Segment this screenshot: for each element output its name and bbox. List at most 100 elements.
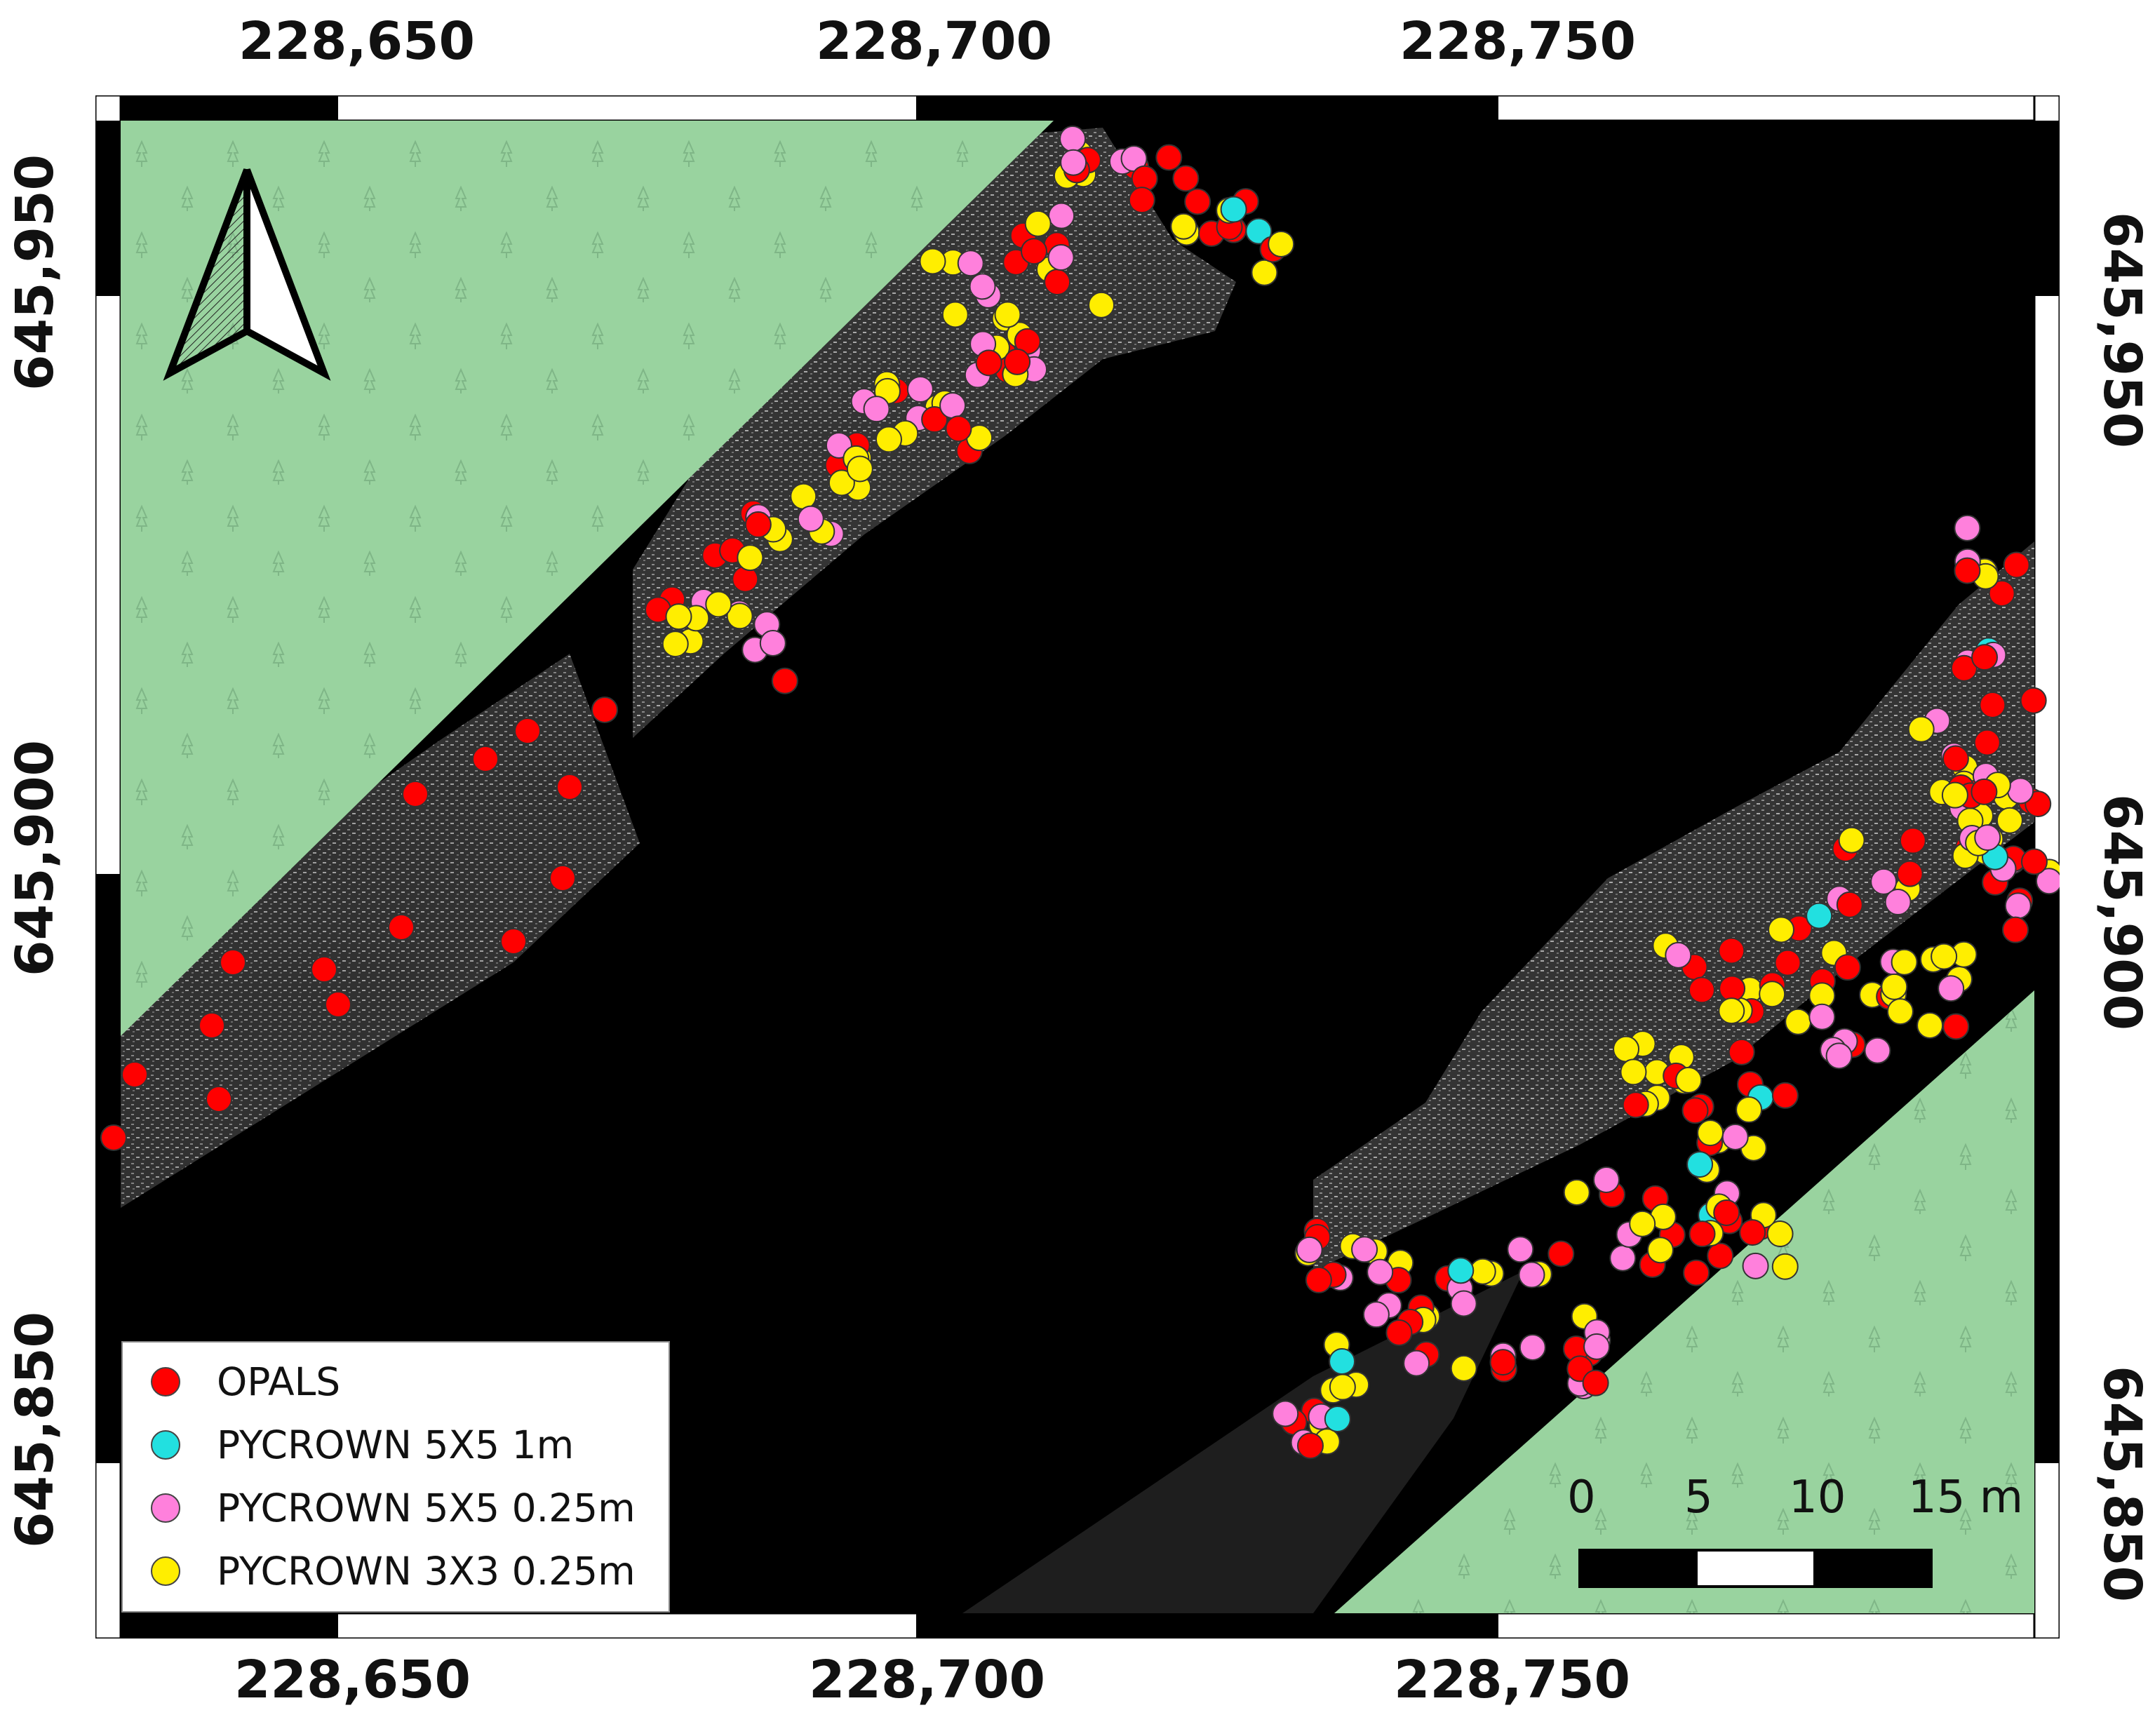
tree-point-opals	[199, 1012, 225, 1039]
legend-swatch	[151, 1493, 180, 1523]
tree-point-pycrown-5x5-025m	[863, 396, 890, 423]
y-coord-left-3: 645,850	[5, 1311, 65, 1548]
tree-point-pycrown-5x5-025m	[2035, 868, 2060, 895]
tree-point-pycrown-3x3-025m	[1251, 259, 1278, 286]
tree-point-pycrown-3x3-025m	[1785, 1008, 1812, 1035]
tree-point-opals	[1128, 187, 1155, 214]
tree-point-pycrown-5x5-025m	[1272, 1400, 1299, 1427]
legend-label: PYCROWN 5X5 0.25m	[217, 1486, 636, 1530]
tree-point-pycrown-5x5-025m	[1367, 1258, 1394, 1286]
tree-point-pycrown-3x3-025m	[846, 455, 873, 483]
tree-point-pycrown-3x3-025m	[1886, 998, 1914, 1025]
tree-point-pycrown-5x5-025m	[1048, 202, 1075, 229]
tree-point-pycrown-3x3-025m	[1766, 1220, 1794, 1248]
tree-point-opals	[1689, 1220, 1716, 1248]
tree-point-pycrown-5x5-025m	[1060, 149, 1087, 176]
scale-seg-3	[1813, 1552, 1931, 1585]
tree-point-opals	[2020, 687, 2047, 714]
scale-label-10: 10	[1789, 1472, 1846, 1523]
tree-point-opals	[325, 991, 351, 1018]
tree-point-pycrown-5x5-025m	[1592, 1166, 1620, 1193]
tree-point-pycrown-5x5-1m	[1447, 1257, 1475, 1284]
tree-point-opals	[388, 914, 415, 941]
tree-point-opals	[1971, 778, 1998, 805]
tree-point-pycrown-3x3-025m	[1891, 948, 1918, 976]
tree-point-pycrown-3x3-025m	[1268, 230, 1295, 257]
tree-points	[100, 125, 2060, 1460]
tree-point-pycrown-5x5-025m	[2004, 892, 2032, 920]
tree-point-opals	[1719, 975, 1746, 1002]
tree-point-pycrown-3x3-025m	[1697, 1119, 1724, 1147]
y-coord-left-1: 645,950	[5, 154, 65, 391]
tree-point-opals	[2003, 551, 2030, 579]
tree-point-pycrown-5x5-025m	[797, 505, 824, 532]
canopy-band-right	[1313, 541, 2034, 1271]
tree-point-opals	[1834, 954, 1861, 981]
tree-point-opals	[1305, 1266, 1332, 1293]
tree-point-opals	[1718, 937, 1745, 964]
tree-point-pycrown-5x5-025m	[906, 376, 934, 403]
tree-point-pycrown-5x5-025m	[1450, 1290, 1477, 1317]
tree-point-pycrown-3x3-025m	[1768, 916, 1795, 943]
scale-bar-segments	[1578, 1549, 1933, 1588]
tree-point-opals	[975, 349, 1002, 377]
tree-point-opals	[1739, 1219, 1766, 1246]
tree-point-opals	[1683, 1259, 1710, 1286]
tree-point-pycrown-5x5-1m	[1245, 217, 1273, 245]
tree-point-pycrown-5x5-1m	[1329, 1348, 1356, 1375]
tree-point-opals	[121, 1061, 148, 1088]
y-coord-left-2: 645,900	[5, 739, 65, 976]
tree-point-pycrown-3x3-025m	[875, 426, 902, 453]
tree-point-pycrown-5x5-025m	[1825, 1042, 1853, 1070]
tree-point-pycrown-5x5-025m	[1974, 824, 2001, 852]
tree-point-pycrown-3x3-025m	[941, 301, 969, 328]
tree-point-opals	[1296, 1432, 1324, 1460]
tree-point-pycrown-3x3-025m	[1646, 1237, 1674, 1264]
tree-point-pycrown-3x3-025m	[1170, 213, 1197, 240]
legend: OPALS PYCROWN 5X5 1m PYCROWN 5X5 0.25m P…	[121, 1341, 670, 1613]
tree-point-opals	[1836, 891, 1863, 918]
canopy-band-faint	[962, 1271, 1524, 1613]
north-arrow-icon	[163, 168, 331, 381]
tree-point-opals	[1988, 580, 2015, 607]
tree-point-pycrown-5x5-025m	[957, 250, 984, 277]
tree-point-opals	[1979, 691, 2006, 718]
legend-label: PYCROWN 5X5 1m	[217, 1422, 575, 1467]
tree-point-pycrown-5x5-025m	[1870, 868, 1898, 895]
legend-item-pycrown-3x3-025m: PYCROWN 3X3 0.25m	[151, 1543, 636, 1599]
x-coord-bottom-3: 228,750	[1394, 1650, 1631, 1710]
legend-item-pycrown-5x5-025m: PYCROWN 5X5 0.25m	[151, 1480, 636, 1536]
tree-point-pycrown-5x5-025m	[1938, 975, 1965, 1002]
tree-point-pycrown-3x3-025m	[1329, 1373, 1356, 1401]
tree-point-pycrown-5x5-1m	[1806, 902, 1833, 929]
tree-point-pycrown-3x3-025m	[1718, 997, 1745, 1025]
tree-point-pycrown-3x3-025m	[737, 544, 764, 572]
tree-point-pycrown-3x3-025m	[994, 301, 1021, 328]
tree-point-pycrown-3x3-025m	[828, 469, 855, 497]
scale-label-15m: 15 m	[1908, 1472, 2024, 1523]
tree-point-pycrown-3x3-025m	[662, 631, 689, 658]
legend-item-pycrown-5x5-1m: PYCROWN 5X5 1m	[151, 1417, 574, 1473]
scale-label-0: 0	[1567, 1472, 1596, 1523]
tree-point-opals	[945, 415, 972, 443]
tree-point-opals	[1713, 1199, 1740, 1226]
tree-point-opals	[1899, 827, 1926, 854]
x-coord-bottom-1: 228,650	[234, 1650, 471, 1710]
tree-point-opals	[1774, 949, 1801, 976]
tree-point-pycrown-3x3-025m	[1838, 826, 1865, 854]
tree-point-opals	[514, 718, 541, 744]
tree-point-pycrown-3x3-025m	[1907, 715, 1935, 743]
legend-swatch	[151, 1430, 180, 1460]
tree-point-pycrown-3x3-025m	[1759, 981, 1786, 1008]
tree-point-pycrown-3x3-025m	[919, 248, 946, 275]
tree-point-pycrown-5x5-025m	[1296, 1236, 1323, 1263]
tree-point-pycrown-5x5-025m	[1519, 1333, 1546, 1361]
tree-point-pycrown-5x5-025m	[759, 630, 786, 657]
scale-seg-2	[1697, 1552, 1814, 1585]
tree-point-opals	[591, 697, 618, 723]
tree-point-opals	[1896, 860, 1924, 887]
tree-point-pycrown-5x5-1m	[1686, 1151, 1714, 1178]
tree-point-opals	[1044, 269, 1071, 296]
tree-point-pycrown-5x5-025m	[939, 392, 967, 419]
tree-point-pycrown-5x5-025m	[1403, 1350, 1430, 1377]
